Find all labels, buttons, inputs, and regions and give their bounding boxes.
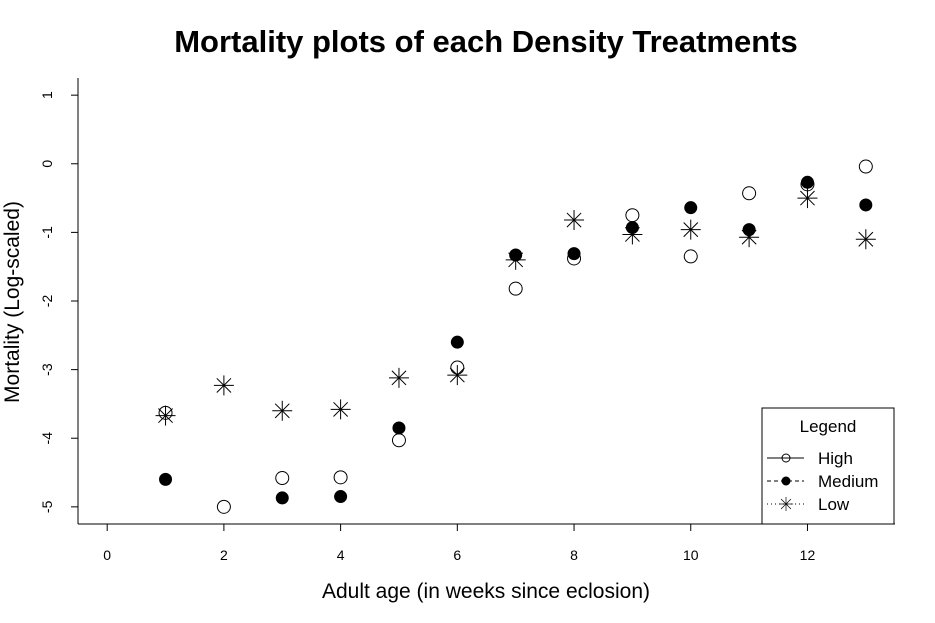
data-point [392,421,406,435]
y-tick-label: -4 [39,432,55,445]
legend: Legend High Medium Low [761,407,895,525]
data-point [272,400,293,421]
x-tick-label: 12 [800,547,816,563]
x-tick-label: 8 [570,547,578,563]
data-point [859,198,873,212]
legend-marker [781,476,791,486]
chart-title: Mortality plots of each Density Treatmen… [174,24,798,59]
data-point [797,188,818,209]
y-tick-label: -5 [39,500,55,513]
data-point [334,490,348,504]
legend-label: High [818,449,853,468]
data-point [275,491,289,505]
data-point [155,405,176,426]
legend-label: Medium [818,472,878,491]
x-tick-label: 0 [103,547,111,563]
data-point [567,247,581,261]
data-point [330,399,351,420]
legend-marker [781,453,791,463]
x-tick-label: 4 [337,547,345,563]
data-point [680,219,701,240]
y-tick-label: -2 [39,295,55,308]
data-point [683,249,698,264]
data-point [213,375,234,396]
data-point [684,201,698,215]
data-point [388,367,409,388]
legend-label: Low [818,495,850,514]
data-point [447,365,468,386]
data-point [159,472,173,486]
data-point [216,499,231,514]
y-tick-label: 0 [39,160,55,168]
y-tick-label: -3 [39,363,55,376]
data-point [275,471,290,486]
x-tick-label: 6 [453,547,461,563]
data-point [564,210,585,231]
data-point [622,224,643,245]
data-point [739,227,760,248]
y-axis-label: Mortality (Log-scaled) [1,201,24,403]
data-point [333,470,348,485]
y-tick-label: 1 [39,91,55,99]
data-point [450,335,464,349]
y-tick-label: -1 [39,226,55,239]
legend-title: Legend [800,417,857,436]
legend-marker [778,496,793,511]
x-tick-label: 10 [683,547,699,563]
series-low [155,188,876,426]
data-point [508,281,523,296]
data-point [742,186,757,201]
data-point [800,175,814,189]
data-point [858,159,873,174]
data-point [505,249,526,270]
x-tick-label: 2 [220,547,228,563]
x-axis-label: Adult age (in weeks since eclosion) [322,580,650,603]
legend-box [761,407,895,525]
data-point [855,229,876,250]
